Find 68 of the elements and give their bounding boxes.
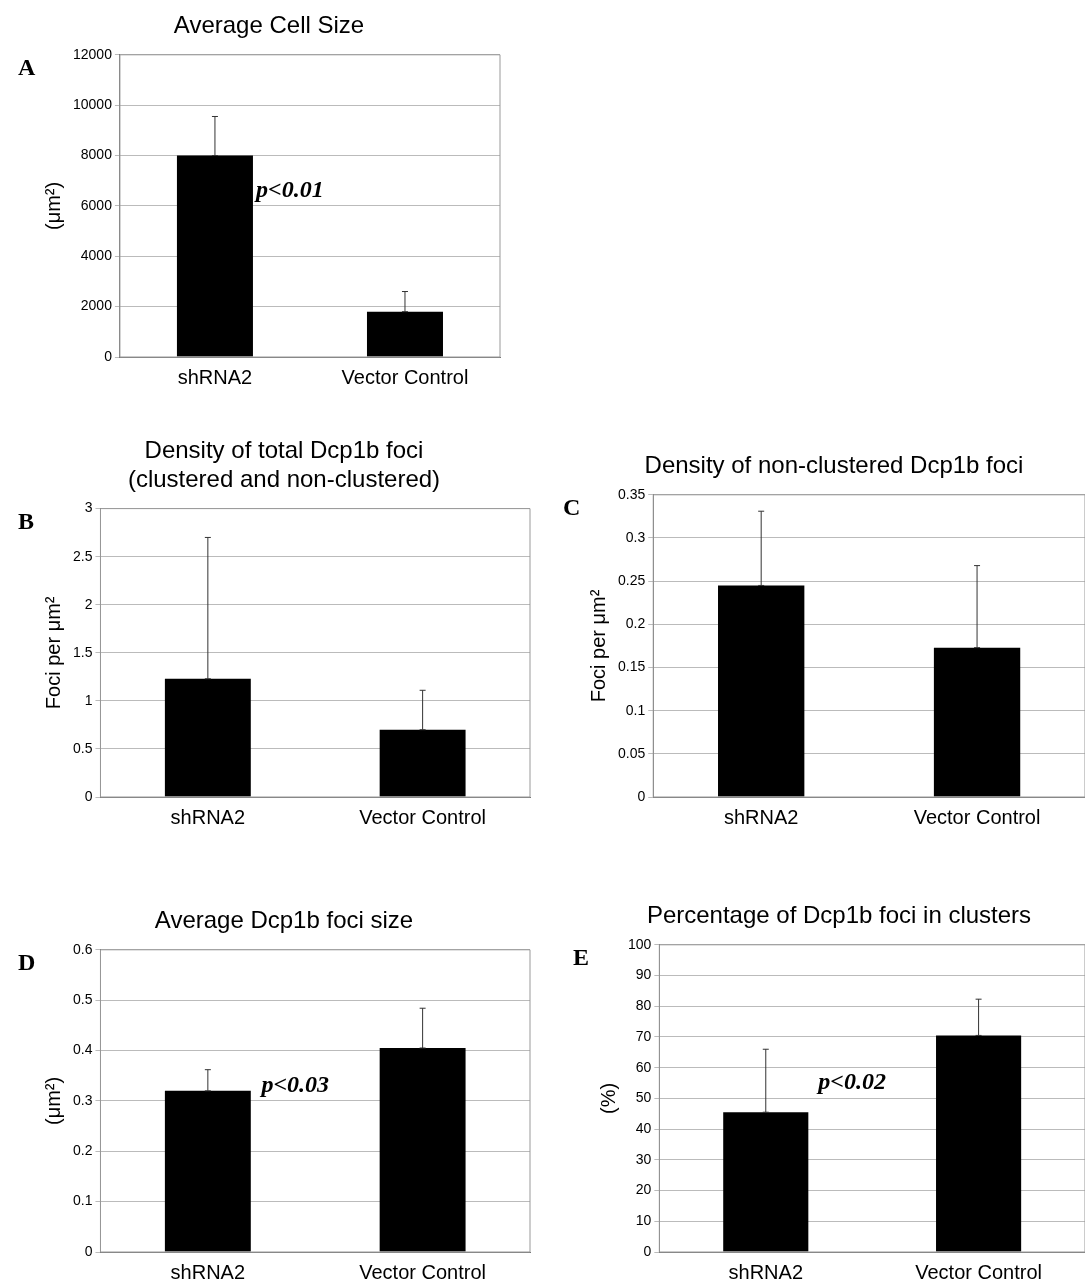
y-tick-label: 0.35: [618, 485, 646, 502]
y-tick-label: 50: [635, 1089, 652, 1106]
chart-title: Density of total Dcp1b foci (clustered and non-clustered): [127, 436, 441, 492]
x-tick-label: shRNA2: [177, 365, 253, 388]
x-tick-label: shRNA2: [728, 1260, 804, 1280]
y-tick-label: 0: [637, 787, 646, 804]
x-tick-label: Vector Control: [915, 1260, 1042, 1280]
annotation: p<0.03: [259, 1070, 330, 1097]
y-tick-label: 10: [635, 1212, 652, 1229]
text: C: [563, 494, 581, 520]
y-tick-label: 0.1: [72, 1192, 93, 1209]
chart-title: Average Dcp1b foci size: [154, 906, 414, 934]
y-tick-label: 3: [84, 499, 93, 516]
y-tick-label: 0.6: [72, 940, 93, 957]
y-tick-label: 2.5: [72, 547, 93, 564]
text: B: [18, 507, 35, 534]
chart-title: Average Cell Size: [173, 11, 365, 39]
y-tick-label: 1: [84, 691, 93, 708]
y-tick-label: 0: [643, 1242, 652, 1259]
y-tick-label: 0.3: [625, 528, 646, 545]
y-axis-title: (μm²): [41, 181, 64, 230]
y-tick-label: 0.05: [618, 744, 646, 761]
y-axis-title: (μm²): [41, 1076, 64, 1125]
annotation: p<0.02: [816, 1068, 887, 1095]
y-tick-label: 0.1: [625, 701, 646, 718]
x-tick-label: Vector Control: [359, 1260, 486, 1280]
y-tick-label: 0.5: [72, 991, 93, 1008]
y-tick-label: 12000: [72, 45, 113, 62]
y-tick-label: 0.3: [72, 1091, 93, 1108]
y-axis-title: Foci per μm²: [41, 596, 64, 710]
text: D: [18, 949, 36, 975]
y-tick-label: 0.2: [72, 1142, 93, 1159]
y-tick-label: 60: [635, 1058, 652, 1075]
y-tick-label: 2: [84, 595, 93, 612]
text: A: [18, 54, 36, 80]
x-tick-label: Vector Control: [341, 365, 469, 388]
y-tick-label: 0: [84, 787, 93, 804]
y-tick-label: 70: [635, 1027, 652, 1044]
y-tick-label: 30: [635, 1150, 652, 1167]
y-tick-label: 0.4: [72, 1041, 93, 1058]
y-tick-label: 100: [628, 935, 652, 952]
y-tick-label: 8000: [80, 146, 113, 163]
y-tick-label: 20: [635, 1181, 652, 1198]
y-tick-label: 0.25: [618, 572, 646, 588]
x-tick-label: shRNA2: [170, 805, 246, 828]
x-tick-label: Vector Control: [359, 805, 486, 828]
y-tick-label: 0: [84, 1242, 93, 1259]
y-tick-label: 0: [104, 347, 113, 364]
y-tick-label: 0.15: [618, 658, 646, 675]
y-tick-label: 1.5: [72, 643, 93, 660]
y-tick-label: 0.2: [625, 615, 646, 632]
y-tick-label: 2000: [80, 297, 113, 314]
chart-title: Density of non-clustered Dcp1b foci: [644, 451, 1024, 479]
y-tick-label: 4000: [80, 247, 113, 264]
y-tick-label: 0.5: [72, 739, 93, 756]
x-tick-label: Vector Control: [913, 805, 1041, 828]
y-tick-label: 90: [635, 966, 652, 983]
y-tick-label: 80: [635, 997, 652, 1014]
y-tick-label: 40: [635, 1119, 652, 1136]
chart-title: Percentage of Dcp1b foci in clusters: [646, 901, 1032, 929]
text: E: [573, 944, 590, 970]
y-tick-label: 6000: [80, 196, 113, 213]
x-tick-label: shRNA2: [170, 1260, 246, 1280]
y-axis-title: Foci per μm²: [586, 589, 609, 703]
annotation: p<0.01: [254, 175, 324, 202]
x-tick-label: shRNA2: [723, 805, 799, 828]
y-axis-title: (%): [596, 1082, 619, 1114]
y-tick-label: 10000: [72, 96, 113, 113]
